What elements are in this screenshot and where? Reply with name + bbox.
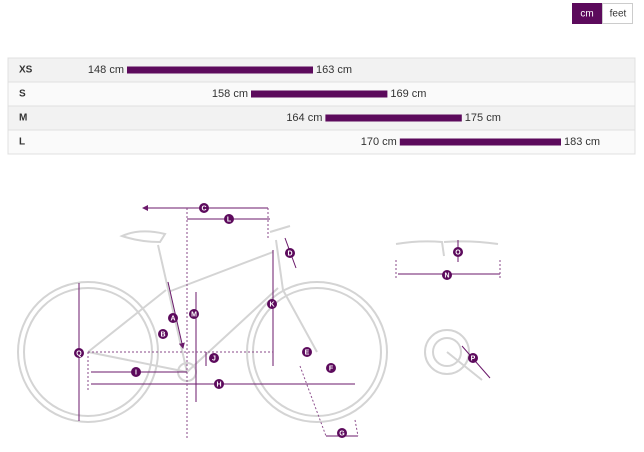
badge-letter: A xyxy=(170,315,175,322)
size-label: L xyxy=(19,137,25,148)
badge xyxy=(224,214,234,224)
badge-letter: E xyxy=(305,349,310,356)
badge xyxy=(209,353,219,363)
badge-letter: C xyxy=(201,205,206,212)
badge-letter: O xyxy=(455,249,461,256)
max-label: 183 cm xyxy=(564,136,600,148)
size-label: XS xyxy=(19,65,33,76)
geometry-badges: A B C D E F G H I J K L M N O P Q xyxy=(74,203,478,438)
badge-letter: M xyxy=(191,311,197,318)
toggle-cm[interactable] xyxy=(572,3,602,24)
min-label: 158 cm xyxy=(212,88,248,100)
badge-letter: I xyxy=(135,369,137,376)
badge xyxy=(285,248,295,258)
badge xyxy=(302,347,312,357)
height-range-bar xyxy=(127,66,313,74)
max-label: 175 cm xyxy=(465,112,501,124)
badge-letter: P xyxy=(471,355,476,362)
badge-letter: H xyxy=(216,381,221,388)
toggle-label[interactable]: feet xyxy=(610,9,627,20)
badge-letter: D xyxy=(287,250,292,257)
dimension-lines xyxy=(78,208,501,440)
badge xyxy=(199,203,209,213)
badge-letter: G xyxy=(339,430,345,437)
badge-letter: K xyxy=(269,301,274,308)
badge xyxy=(453,247,463,257)
min-label: 170 cm xyxy=(361,136,397,148)
badge-letter: F xyxy=(329,365,334,372)
toggle-feet[interactable] xyxy=(602,3,633,24)
badge xyxy=(189,309,199,319)
toggle-label[interactable]: cm xyxy=(580,9,593,20)
height-range-bar xyxy=(251,90,388,98)
size-label: M xyxy=(19,113,27,124)
badge-letter: J xyxy=(212,355,216,362)
max-label: 169 cm xyxy=(390,88,426,100)
badge xyxy=(442,270,452,280)
min-label: 164 cm xyxy=(286,112,322,124)
badge-letter: Q xyxy=(76,350,82,357)
badge xyxy=(326,363,336,373)
badge-letter: L xyxy=(227,216,232,223)
badge xyxy=(337,428,347,438)
badge xyxy=(131,367,141,377)
badge xyxy=(468,353,478,363)
bike-drawing xyxy=(17,225,499,423)
table-row xyxy=(7,57,636,83)
height-range-bar xyxy=(325,114,462,122)
badge xyxy=(74,348,84,358)
table-row xyxy=(7,81,636,107)
badge-letter: N xyxy=(444,272,449,279)
min-label: 148 cm xyxy=(88,64,124,76)
badge xyxy=(168,313,178,323)
height-range-bar xyxy=(399,138,561,146)
max-label: 163 cm xyxy=(316,64,352,76)
badge xyxy=(214,379,224,389)
badge xyxy=(158,329,168,339)
badge xyxy=(267,299,277,309)
badge-letter: B xyxy=(160,331,165,338)
size-label: S xyxy=(19,89,26,100)
size-table: XS 148 cm 163 cm S 158 cm 169 cm M 164 cm 175 cm… xyxy=(7,57,636,155)
